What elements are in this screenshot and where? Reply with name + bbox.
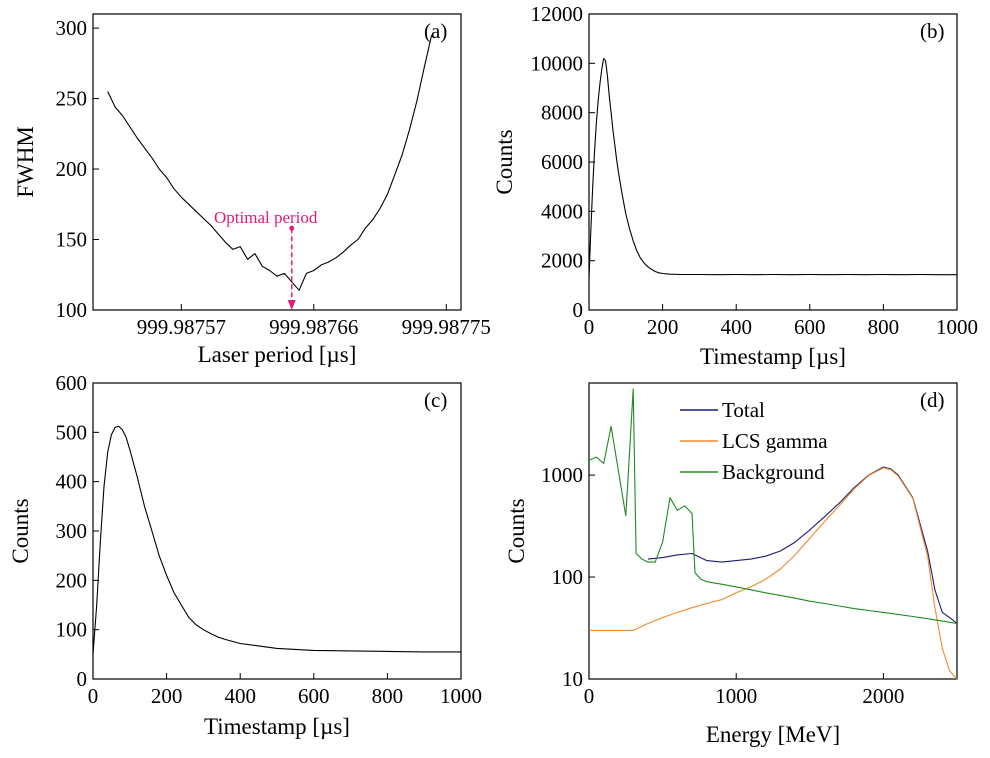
y-tick-label: 250 bbox=[56, 87, 88, 111]
x-tick-label: 200 bbox=[151, 684, 183, 708]
x-tick-label: 200 bbox=[647, 315, 679, 339]
y-tick-label: 4000 bbox=[541, 199, 583, 223]
y-tick-label: 6000 bbox=[541, 150, 583, 174]
y-tick-label: 100 bbox=[552, 565, 584, 589]
panel-b: 0 200 400 600 800 100002000400060008000100001… bbox=[492, 2, 978, 369]
annotation-arrowhead bbox=[287, 300, 296, 310]
y-tick-label: 200 bbox=[56, 157, 88, 181]
y-tick-label: 0 bbox=[77, 667, 88, 691]
y-tick-label: 300 bbox=[56, 519, 88, 543]
series-background bbox=[588, 388, 958, 625]
series-line bbox=[107, 34, 433, 291]
y-tick-label: 300 bbox=[56, 16, 88, 40]
panel-label: (d) bbox=[920, 388, 945, 412]
y-tick-label: 1000 bbox=[541, 463, 583, 487]
y-tick-label: 12000 bbox=[531, 2, 584, 26]
plot-frame bbox=[92, 13, 462, 311]
y-axis-label: Counts bbox=[492, 129, 517, 194]
series-total bbox=[647, 466, 958, 624]
panel-label: (c) bbox=[424, 388, 447, 412]
panel-d: 0 1000 2000 10 100 1000 (d) Energy [MeV] Coun… bbox=[504, 382, 958, 747]
y-tick-label: 2000 bbox=[541, 249, 583, 273]
optimal-period-annotation: Optimal period bbox=[214, 208, 318, 227]
x-tick-label: 1000 bbox=[936, 315, 978, 339]
x-axis-label: Laser period [µs] bbox=[198, 342, 357, 367]
y-tick-label: 150 bbox=[56, 228, 88, 252]
series-line bbox=[588, 57, 957, 278]
x-tick-label: 600 bbox=[794, 315, 826, 339]
y-axis-label: Counts bbox=[504, 498, 529, 563]
series-lcs-gamma bbox=[589, 467, 958, 680]
y-axis-label: Counts bbox=[8, 498, 33, 563]
y-tick-label: 100 bbox=[56, 618, 88, 642]
panel-a: 999.98757 999.98766 999.98775 100 150 200 250 3… bbox=[13, 13, 491, 367]
x-axis-label: Timestamp [µs] bbox=[204, 714, 350, 739]
y-tick-label: 600 bbox=[56, 371, 88, 395]
x-tick-label: 400 bbox=[720, 315, 752, 339]
x-tick-label: 0 bbox=[88, 684, 99, 708]
legend-label-lcs-gamma: LCS gamma bbox=[722, 429, 828, 453]
x-tick-label: 0 bbox=[584, 684, 595, 708]
y-tick-label: 400 bbox=[56, 470, 88, 494]
x-tick-label: 1000 bbox=[715, 684, 757, 708]
y-tick-label: 0 bbox=[573, 298, 584, 322]
x-axis-label: Timestamp [µs] bbox=[700, 344, 846, 369]
y-axis-label: FWHM bbox=[13, 126, 38, 198]
x-tick-label: 1000 bbox=[440, 684, 482, 708]
x-tick-label: 600 bbox=[298, 684, 330, 708]
x-tick-label: 999.98757 bbox=[137, 315, 226, 339]
plot-frame bbox=[588, 382, 958, 680]
x-tick-label: 800 bbox=[372, 684, 404, 708]
x-tick-label: 400 bbox=[224, 684, 256, 708]
x-tick-label: 0 bbox=[584, 315, 595, 339]
x-tick-label: 800 bbox=[868, 315, 900, 339]
legend-label-total: Total bbox=[722, 398, 765, 422]
y-tick-label: 8000 bbox=[541, 101, 583, 125]
y-tick-label: 10 bbox=[562, 667, 583, 691]
x-tick-label: 2000 bbox=[862, 684, 904, 708]
y-tick-label: 200 bbox=[56, 568, 88, 592]
panel-label: (a) bbox=[424, 19, 447, 43]
x-tick-label: 999.98775 bbox=[402, 315, 491, 339]
y-tick-label: 10000 bbox=[531, 51, 584, 75]
panel-label: (b) bbox=[920, 19, 945, 43]
series-line bbox=[92, 425, 461, 655]
x-tick-label: 999.98766 bbox=[269, 315, 358, 339]
legend-label-background: Background bbox=[722, 460, 825, 484]
y-tick-label: 100 bbox=[56, 298, 88, 322]
y-tick-label: 500 bbox=[56, 420, 88, 444]
panel-c: 0 200 400 600 800 1000 0 100 200 300 400 500 600 (c)… bbox=[8, 371, 482, 739]
legend: Total LCS gamma Background bbox=[680, 398, 828, 484]
x-axis-label: Energy [MeV] bbox=[706, 722, 840, 747]
plot-frame bbox=[92, 382, 462, 680]
plot-frame bbox=[588, 13, 958, 311]
